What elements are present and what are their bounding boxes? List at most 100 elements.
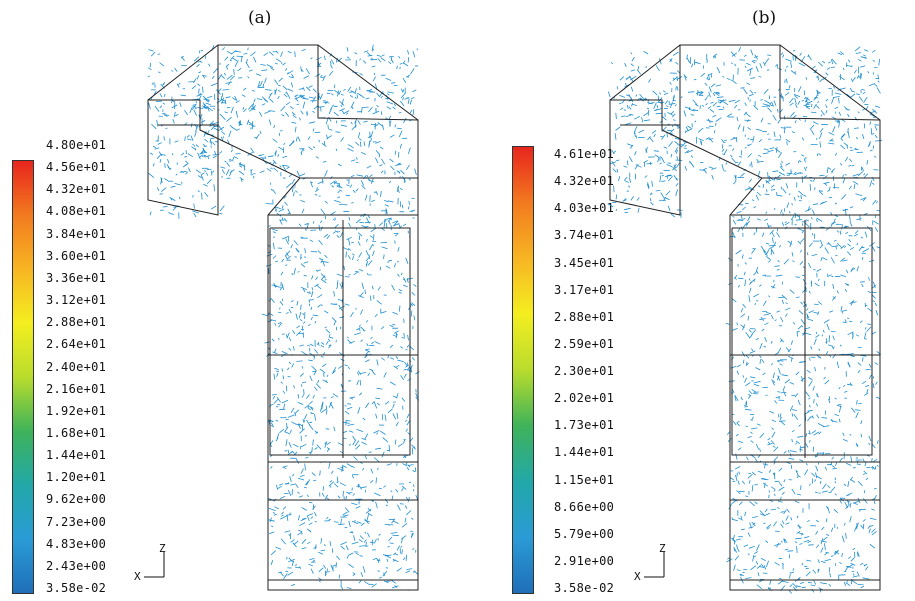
- velocity-vector: [360, 141, 362, 147]
- velocity-vector: [756, 271, 759, 274]
- velocity-vector: [789, 240, 793, 248]
- velocity-vector: [872, 246, 876, 252]
- velocity-vector: [198, 95, 202, 100]
- velocity-vector: [730, 51, 736, 57]
- velocity-vector: [366, 238, 368, 242]
- velocity-vector: [287, 208, 291, 214]
- velocity-vector: [701, 104, 705, 107]
- velocity-vector: [790, 517, 793, 521]
- velocity-vector: [780, 317, 784, 322]
- velocity-vector: [294, 412, 297, 417]
- velocity-vector: [759, 318, 766, 320]
- velocity-vector: [291, 421, 296, 425]
- velocity-vector: [748, 329, 752, 333]
- velocity-vector: [339, 352, 345, 357]
- velocity-vector: [852, 332, 854, 337]
- velocity-vector: [804, 222, 810, 228]
- velocity-vector: [654, 154, 660, 158]
- velocity-vector: [863, 56, 866, 59]
- velocity-vector: [713, 54, 716, 59]
- velocity-vector: [175, 114, 179, 117]
- velocity-vector: [830, 462, 833, 466]
- velocity-vector: [178, 196, 181, 200]
- velocity-vector: [753, 293, 760, 298]
- velocity-vector: [825, 110, 828, 114]
- velocity-vector: [268, 224, 271, 227]
- velocity-vector: [213, 67, 219, 74]
- velocity-vector: [245, 61, 250, 69]
- velocity-vector: [356, 428, 364, 432]
- velocity-vector: [355, 552, 360, 556]
- velocity-vector: [710, 83, 716, 88]
- velocity-vector: [819, 128, 824, 133]
- velocity-vector: [715, 117, 722, 122]
- velocity-vector: [243, 52, 248, 55]
- velocity-vector: [309, 121, 316, 124]
- velocity-vector: [344, 507, 350, 513]
- velocity-vector: [375, 477, 377, 484]
- velocity-vector: [251, 90, 255, 92]
- velocity-vector: [805, 391, 810, 397]
- velocity-vector: [206, 179, 212, 185]
- velocity-vector: [360, 486, 367, 489]
- velocity-vector: [322, 379, 329, 384]
- velocity-vector: [721, 164, 724, 171]
- velocity-vector: [150, 51, 156, 57]
- velocity-vector: [847, 131, 850, 139]
- velocity-vector: [855, 193, 863, 197]
- velocity-vector: [365, 320, 369, 323]
- velocity-vector: [651, 130, 657, 134]
- velocity-vector: [336, 286, 339, 290]
- velocity-vector: [753, 383, 760, 387]
- velocity-vector: [398, 289, 403, 292]
- velocity-vector: [302, 97, 309, 100]
- velocity-vector: [373, 457, 380, 462]
- colorbar-tick-label: 3.60e+01: [46, 248, 107, 263]
- velocity-vector: [782, 54, 785, 58]
- velocity-vector: [765, 211, 768, 214]
- velocity-vector: [624, 179, 629, 183]
- velocity-vector: [402, 223, 407, 227]
- velocity-vector: [787, 240, 793, 245]
- velocity-vector: [767, 54, 771, 56]
- velocity-vector: [407, 378, 412, 382]
- velocity-vector: [401, 397, 406, 402]
- velocity-vector: [869, 517, 877, 520]
- velocity-vector: [346, 47, 349, 52]
- velocity-vector: [270, 444, 272, 447]
- velocity-vector: [380, 57, 386, 62]
- velocity-vector: [638, 129, 645, 133]
- velocity-vector: [706, 119, 714, 123]
- velocity-vector: [408, 178, 411, 181]
- velocity-vector: [843, 106, 849, 111]
- velocity-vector: [655, 112, 663, 115]
- velocity-vector: [179, 102, 182, 108]
- cabinet-frame: [269, 227, 411, 456]
- velocity-vector: [198, 88, 200, 94]
- velocity-vector: [685, 128, 692, 132]
- velocity-vector: [785, 307, 791, 311]
- velocity-vector: [864, 392, 869, 396]
- velocity-vector: [362, 60, 367, 64]
- velocity-vector: [822, 536, 828, 541]
- velocity-vector: [411, 444, 416, 450]
- velocity-vector: [377, 467, 379, 471]
- velocity-vector: [361, 437, 367, 441]
- velocity-vector: [751, 416, 754, 420]
- velocity-vector: [340, 136, 344, 142]
- velocity-vector: [396, 170, 401, 173]
- velocity-vector: [358, 235, 361, 240]
- velocity-vector: [859, 320, 863, 323]
- velocity-vector: [360, 326, 366, 332]
- velocity-vector: [849, 320, 853, 323]
- velocity-vector: [641, 116, 644, 123]
- velocity-vector: [650, 201, 654, 206]
- velocity-vector: [283, 573, 288, 580]
- velocity-vector: [867, 525, 871, 529]
- velocity-vector: [781, 93, 783, 99]
- velocity-vector: [843, 384, 846, 387]
- velocity-vector: [823, 376, 826, 380]
- velocity-vector: [203, 145, 207, 147]
- velocity-vector: [371, 199, 375, 202]
- velocity-vector: [373, 430, 380, 434]
